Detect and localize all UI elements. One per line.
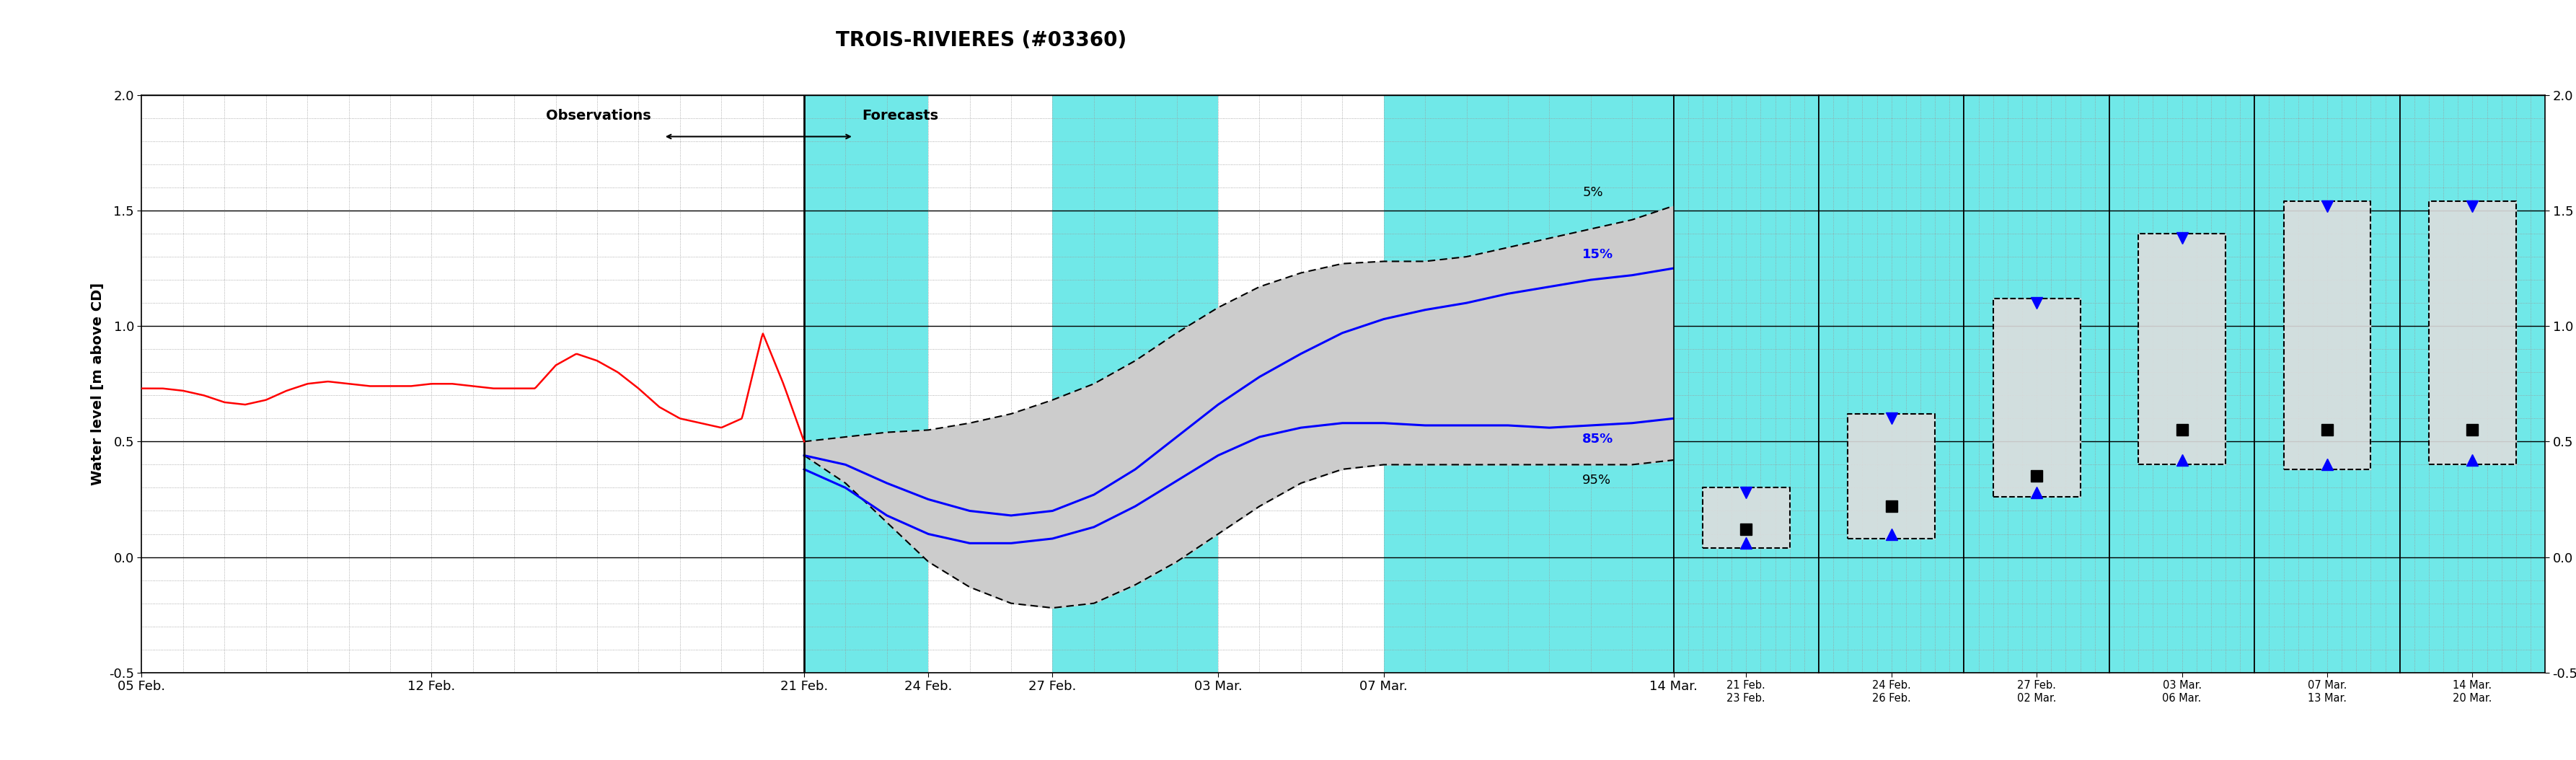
Text: 5%: 5% xyxy=(1582,186,1602,199)
Text: 15%: 15% xyxy=(1582,249,1613,261)
Text: TROIS-RIVIERES (#03360): TROIS-RIVIERES (#03360) xyxy=(837,30,1126,51)
Text: 95%: 95% xyxy=(1582,474,1613,487)
Text: Forecasts: Forecasts xyxy=(863,109,938,122)
Text: 85%: 85% xyxy=(1582,432,1613,445)
Bar xyxy=(1383,95,1674,673)
Bar xyxy=(1054,95,1218,673)
Bar xyxy=(804,95,927,673)
Text: Observations: Observations xyxy=(546,109,652,122)
Y-axis label: Water level [m above CD]: Water level [m above CD] xyxy=(90,283,106,485)
